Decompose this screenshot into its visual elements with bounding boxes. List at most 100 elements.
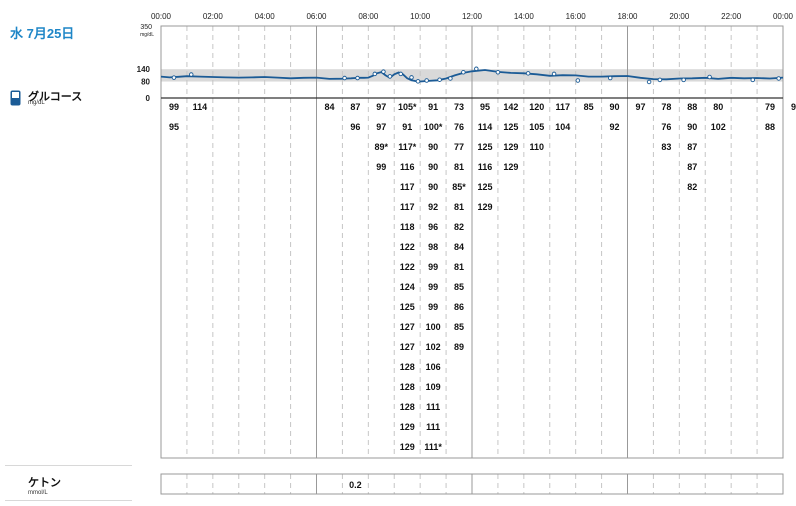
glucose-marker <box>355 75 360 81</box>
glucose-marker <box>409 75 414 80</box>
time-label: 16:00 <box>566 12 587 21</box>
reading-value: 97 <box>376 122 386 132</box>
reading-value: 89* <box>375 142 389 152</box>
ketone-value: 0.2 <box>349 480 362 490</box>
scale-top-unit: mg/dL <box>140 32 154 38</box>
reading-value: 95 <box>480 102 490 112</box>
glucose-marker <box>171 75 177 80</box>
reading-value: 116 <box>400 162 415 172</box>
glucose-meter-icon <box>10 90 21 106</box>
glucose-marker <box>424 78 429 83</box>
reading-value: 85* <box>452 182 466 192</box>
reading-value: 128 <box>400 402 415 412</box>
glucose-marker <box>372 71 378 77</box>
reading-value: 127 <box>400 322 415 332</box>
reading-value: 96 <box>350 122 360 132</box>
reading-value: 90 <box>428 162 438 172</box>
ketone-row-label: ケトン mmol/L <box>28 474 61 496</box>
reading-value: 129 <box>477 202 492 212</box>
glucose-marker <box>681 77 686 83</box>
glucose-marker <box>387 74 393 79</box>
reading-value: 81 <box>454 202 464 212</box>
glucose-marker <box>707 74 712 80</box>
reading-value: 77 <box>454 142 464 152</box>
reading-value: 100 <box>426 322 441 332</box>
reading-value: 129 <box>503 162 518 172</box>
reading-value: 102 <box>426 342 441 352</box>
reading-value: 118 <box>400 222 415 232</box>
reading-value: 84 <box>324 102 334 112</box>
ketone-unit: mmol/L <box>28 490 48 496</box>
time-label: 08:00 <box>358 12 379 21</box>
reading-value: 84 <box>454 242 464 252</box>
reading-value: 91 <box>402 122 412 132</box>
reading-value: 87 <box>350 102 360 112</box>
reading-value: 125 <box>477 142 492 152</box>
reading-value: 83 <box>661 142 671 152</box>
reading-value: 90 <box>687 122 697 132</box>
time-label: 06:00 <box>306 12 327 21</box>
time-label: 22:00 <box>721 12 742 21</box>
glucose-marker <box>776 76 781 81</box>
glucose-marker <box>448 76 453 81</box>
reading-value: 100* <box>424 122 443 132</box>
reading-value: 81 <box>454 162 464 172</box>
reading-value: 129 <box>503 142 518 152</box>
reading-value: 116 <box>478 162 493 172</box>
reading-value: 89 <box>454 342 464 352</box>
reading-value: 79 <box>765 102 775 112</box>
time-label: 04:00 <box>255 12 276 21</box>
glucose-marker <box>657 77 663 83</box>
reading-value: 125 <box>477 182 492 192</box>
glucose-label: グルコース <box>28 91 83 103</box>
glucose-marker <box>415 79 421 84</box>
glucose-unit: mg/dL <box>28 100 45 106</box>
reading-value: 122 <box>400 242 415 252</box>
reading-value: 82 <box>687 182 697 192</box>
y-tick-label: 0 <box>146 94 151 103</box>
chart-frame <box>160 25 784 459</box>
glucose-marker <box>342 75 347 81</box>
reading-value: 122 <box>400 262 415 272</box>
time-label: 14:00 <box>514 12 535 21</box>
reading-value: 102 <box>711 122 726 132</box>
time-label: 18:00 <box>617 12 638 21</box>
ketone-label: ケトン <box>28 477 61 489</box>
reading-value: 109 <box>426 382 441 392</box>
glucose-marker <box>575 78 581 83</box>
ketone-frame <box>160 473 784 495</box>
reading-value: 88 <box>765 122 775 132</box>
reading-value: 91 <box>428 102 438 112</box>
glucose-marker <box>551 71 557 77</box>
reading-value: 76 <box>661 122 671 132</box>
glucose-marker <box>461 70 466 75</box>
reading-value: 73 <box>454 102 464 112</box>
reading-value: 127 <box>400 342 415 352</box>
reading-value: 95 <box>791 102 796 112</box>
reading-value: 111 <box>426 422 440 432</box>
reading-value: 111 <box>426 402 440 412</box>
reading-value: 78 <box>661 102 671 112</box>
reading-value: 90 <box>610 102 620 112</box>
y-tick-label: 140 <box>137 65 151 74</box>
reading-value: 117* <box>398 142 417 152</box>
glucose-marker <box>750 77 756 83</box>
reading-value: 97 <box>376 102 386 112</box>
glucose-marker <box>381 69 386 74</box>
reading-value: 128 <box>400 362 415 372</box>
reading-value: 110 <box>530 142 545 152</box>
reading-value: 99 <box>169 102 179 112</box>
glucose-marker <box>495 70 501 75</box>
time-label: 00:00 <box>151 12 172 21</box>
time-label: 02:00 <box>203 12 224 21</box>
reading-value: 125 <box>400 302 415 312</box>
reading-value: 87 <box>687 162 697 172</box>
reading-value: 106 <box>426 362 441 372</box>
reading-value: 124 <box>400 282 415 292</box>
glucose-marker <box>474 66 479 72</box>
glucose-marker <box>607 75 613 81</box>
separator-top <box>5 465 132 466</box>
reading-value: 99 <box>428 262 438 272</box>
reading-value: 85 <box>454 322 464 332</box>
